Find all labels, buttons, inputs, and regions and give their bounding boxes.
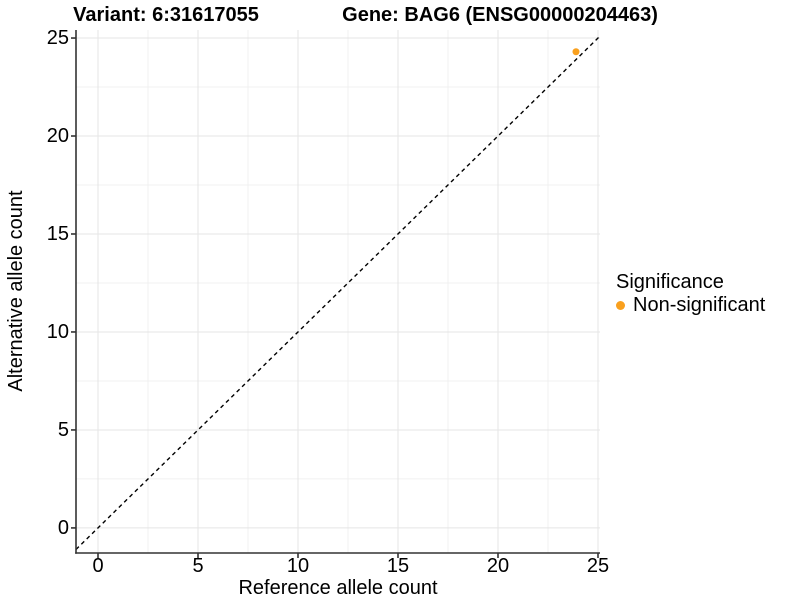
x-tick-label: 20 bbox=[486, 555, 510, 577]
legend-item-label: Non-significant bbox=[633, 293, 766, 316]
x-tick-label: 5 bbox=[192, 555, 204, 577]
y-tick-label: 0 bbox=[57, 516, 69, 539]
legend-item: Non-significant bbox=[616, 294, 765, 316]
legend-title: Significance bbox=[616, 271, 724, 293]
x-tick-label: 25 bbox=[586, 555, 610, 577]
variant-title: Variant: 6:31617055 bbox=[73, 4, 259, 26]
y-tick-label: 25 bbox=[46, 27, 69, 50]
y-tick-label: 10 bbox=[46, 320, 69, 343]
y-tick-label: 20 bbox=[46, 125, 69, 147]
x-tick-label: 0 bbox=[92, 555, 104, 577]
legend-items: Non-significant bbox=[616, 294, 765, 316]
x-tick-label: 15 bbox=[386, 555, 410, 577]
y-tick-label: 15 bbox=[46, 222, 69, 245]
x-tick-label: 10 bbox=[286, 555, 310, 577]
y-tick-label: 5 bbox=[57, 418, 69, 441]
x-axis-title: Reference allele count bbox=[238, 577, 438, 599]
y-axis-title: Alternative allele count bbox=[5, 190, 27, 392]
identity-line bbox=[75, 35, 601, 550]
data-point bbox=[572, 48, 580, 56]
legend: Significance Non-significant bbox=[616, 271, 765, 316]
legend-key-dot-icon bbox=[616, 300, 625, 310]
gene-title: Gene: BAG6 (ENSG00000204463) bbox=[342, 4, 658, 26]
